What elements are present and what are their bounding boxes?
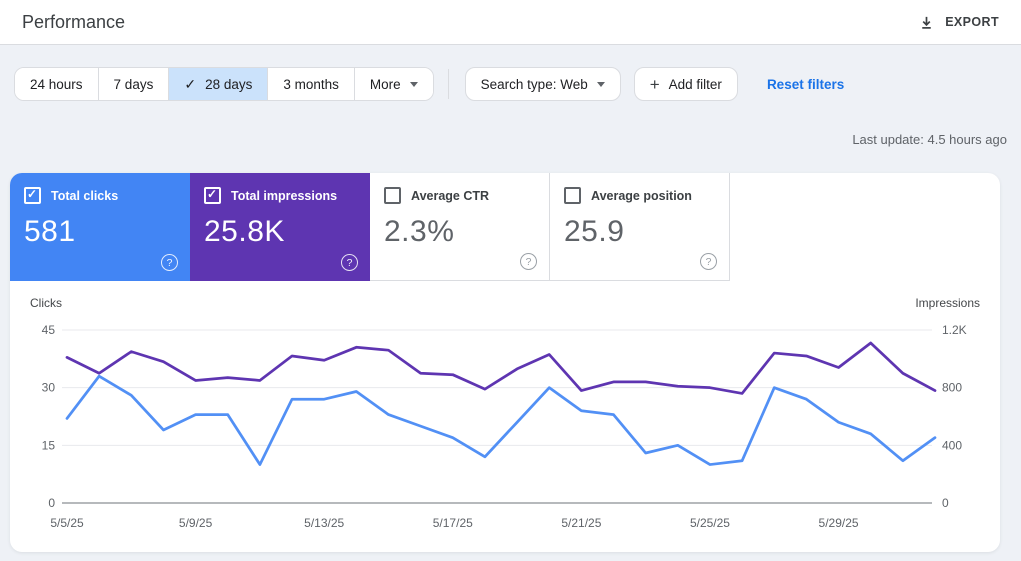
impressions-line	[65, 341, 937, 395]
x-axis-label: 5/25/25	[690, 516, 730, 530]
metric-card-average-ctr[interactable]: Average CTR 2.3%	[370, 173, 550, 281]
help-icon[interactable]	[520, 253, 537, 270]
export-button[interactable]: EXPORT	[912, 13, 1005, 32]
metric-card-label: Total clicks	[51, 188, 119, 203]
date-range-label: 28 days	[205, 76, 253, 92]
total-clicks-checkbox[interactable]	[24, 187, 41, 204]
date-range-label: 7 days	[113, 76, 154, 92]
filter-toolbar: 24 hours 7 days ✓ 28 days 3 months More …	[14, 67, 850, 101]
metric-card-value: 2.3%	[384, 215, 455, 248]
left-axis-tick: 45	[42, 323, 56, 337]
add-filter-button[interactable]: + Add filter	[633, 67, 738, 101]
metric-cards-row: Total clicks 581 Total impressions 25.8K…	[10, 173, 730, 281]
help-icon[interactable]	[700, 253, 717, 270]
clicks-line	[65, 374, 937, 466]
right-axis-tick: 800	[942, 381, 962, 395]
performance-panel: Total clicks 581 Total impressions 25.8K…	[10, 173, 1000, 552]
performance-chart[interactable]: 45 1.2K 30 800 15 400 0 0 Clicks Impressions 5/5/2…	[10, 281, 1000, 552]
reset-filters-link[interactable]: Reset filters	[761, 76, 850, 93]
page-title: Performance	[22, 11, 126, 32]
average-position-checkbox[interactable]	[564, 187, 581, 204]
metric-card-total-impressions[interactable]: Total impressions 25.8K	[190, 173, 370, 281]
x-axis-label: 5/13/25	[304, 516, 344, 530]
download-icon	[918, 14, 935, 31]
help-icon[interactable]	[341, 254, 358, 271]
checkmark-icon: ✓	[184, 75, 197, 92]
right-axis-tick: 1.2K	[942, 323, 967, 337]
search-type-label: Search type: Web	[480, 76, 588, 92]
x-axis-label: 5/21/25	[561, 516, 601, 530]
left-axis-tick: 0	[48, 496, 55, 510]
x-axis-label: 5/29/25	[819, 516, 859, 530]
right-axis-tick: 0	[942, 496, 949, 510]
right-axis-tick: 400	[942, 438, 962, 452]
add-filter-label: Add filter	[668, 76, 722, 92]
left-axis-tick: 15	[42, 438, 56, 452]
metric-card-label: Average CTR	[411, 188, 490, 203]
export-label: EXPORT	[945, 15, 999, 29]
help-icon[interactable]	[161, 254, 178, 271]
metric-card-value: 25.8K	[204, 215, 285, 248]
search-type-dropdown[interactable]: Search type: Web	[464, 67, 621, 101]
right-axis-title: Impressions	[915, 296, 980, 310]
metric-card-label: Total impressions	[231, 188, 338, 203]
last-update-text: Last update: 4.5 hours ago	[852, 132, 1007, 147]
x-axis-label: 5/5/25	[50, 516, 84, 530]
chevron-down-icon	[596, 81, 605, 87]
x-axis-label: 5/17/25	[433, 516, 473, 530]
metric-card-total-clicks[interactable]: Total clicks 581	[10, 173, 190, 281]
left-axis-tick: 30	[42, 381, 56, 395]
metric-card-average-position[interactable]: Average position 25.9	[550, 173, 730, 281]
date-range-24-hours[interactable]: 24 hours	[15, 68, 98, 100]
date-range-group: 24 hours 7 days ✓ 28 days 3 months More	[14, 67, 434, 101]
left-axis-title: Clicks	[30, 296, 62, 310]
date-range-more[interactable]: More	[353, 68, 433, 100]
plus-icon: +	[649, 74, 660, 94]
date-range-label: 3 months	[283, 76, 339, 92]
chevron-down-icon	[409, 81, 418, 87]
date-range-label: 24 hours	[30, 76, 83, 92]
x-axis-label: 5/9/25	[179, 516, 213, 530]
metric-card-label: Average position	[591, 188, 692, 203]
date-range-28-days[interactable]: ✓ 28 days	[168, 68, 268, 100]
metric-card-value: 581	[24, 215, 76, 248]
date-range-3-months[interactable]: 3 months	[267, 68, 354, 100]
date-range-7-days[interactable]: 7 days	[97, 68, 169, 100]
total-impressions-checkbox[interactable]	[204, 187, 221, 204]
average-ctr-checkbox[interactable]	[384, 187, 401, 204]
metric-card-value: 25.9	[564, 215, 625, 248]
toolbar-divider	[447, 69, 449, 99]
page-header: Performance EXPORT	[0, 0, 1021, 45]
date-range-label: More	[369, 76, 401, 92]
